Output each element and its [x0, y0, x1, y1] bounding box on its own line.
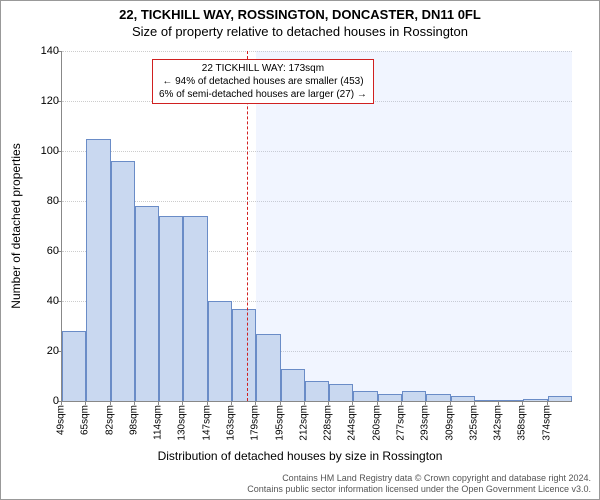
histogram-bar — [62, 331, 86, 401]
xtick-label: 49sqm — [56, 405, 67, 435]
info-box-line1: 22 TICKHILL WAY: 173sqm — [159, 62, 367, 75]
xtick-label: 179sqm — [250, 405, 261, 441]
xtick-label: 260sqm — [371, 405, 382, 441]
histogram-bar — [183, 216, 207, 401]
xtick-label: 82sqm — [104, 405, 115, 435]
xtick-label: 98sqm — [128, 405, 139, 435]
ytick-label: 40 — [19, 295, 59, 307]
xtick-label: 65sqm — [80, 405, 91, 435]
ytick-label: 80 — [19, 195, 59, 207]
histogram-bar — [159, 216, 183, 401]
footer-line1: Contains HM Land Registry data © Crown c… — [247, 473, 591, 484]
histogram-bar — [208, 301, 232, 401]
ytick-label: 20 — [19, 345, 59, 357]
ytick-label: 140 — [19, 45, 59, 57]
ytick-label: 100 — [19, 145, 59, 157]
xtick-label: 309sqm — [444, 405, 455, 441]
chart-title-line1: 22, TICKHILL WAY, ROSSINGTON, DONCASTER,… — [1, 7, 599, 22]
xtick-label: 374sqm — [541, 405, 552, 441]
histogram-bar — [232, 309, 256, 402]
xtick-label: 114sqm — [153, 405, 164, 440]
xtick-label: 130sqm — [177, 405, 188, 441]
histogram-bar — [402, 391, 426, 401]
histogram-bar — [256, 334, 280, 402]
histogram-bar — [426, 394, 450, 402]
xtick-label: 244sqm — [347, 405, 358, 441]
histogram-bar — [281, 369, 305, 402]
footer-line2: Contains public sector information licen… — [247, 484, 591, 495]
histogram-bar — [353, 391, 377, 401]
ytick-label: 60 — [19, 245, 59, 257]
ytick-label: 0 — [19, 395, 59, 407]
xtick-label: 342sqm — [493, 405, 504, 441]
xtick-label: 358sqm — [517, 405, 528, 441]
info-box-line2: ← 94% of detached houses are smaller (45… — [159, 75, 367, 88]
xtick-label: 228sqm — [323, 405, 334, 441]
histogram-bar — [378, 394, 402, 402]
xtick-label: 293sqm — [420, 405, 431, 441]
histogram-bar — [135, 206, 159, 401]
histogram-bar — [86, 139, 110, 402]
histogram-bar — [305, 381, 329, 401]
xtick-label: 212sqm — [298, 405, 309, 441]
xtick-label: 195sqm — [274, 405, 285, 441]
histogram-bar — [111, 161, 135, 401]
x-axis-label: Distribution of detached houses by size … — [1, 449, 599, 463]
xtick-label: 325sqm — [468, 405, 479, 441]
info-box: 22 TICKHILL WAY: 173sqm ← 94% of detache… — [152, 59, 374, 104]
chart-title-line2: Size of property relative to detached ho… — [1, 24, 599, 39]
ytick-label: 120 — [19, 95, 59, 107]
info-box-line3: 6% of semi-detached houses are larger (2… — [159, 88, 367, 101]
xtick-label: 147sqm — [201, 405, 212, 441]
xtick-label: 163sqm — [226, 405, 237, 441]
plot-area: 22 TICKHILL WAY: 173sqm ← 94% of detache… — [61, 51, 572, 402]
histogram-bar — [329, 384, 353, 402]
footer-attribution: Contains HM Land Registry data © Crown c… — [247, 473, 591, 495]
xtick-label: 277sqm — [396, 405, 407, 441]
